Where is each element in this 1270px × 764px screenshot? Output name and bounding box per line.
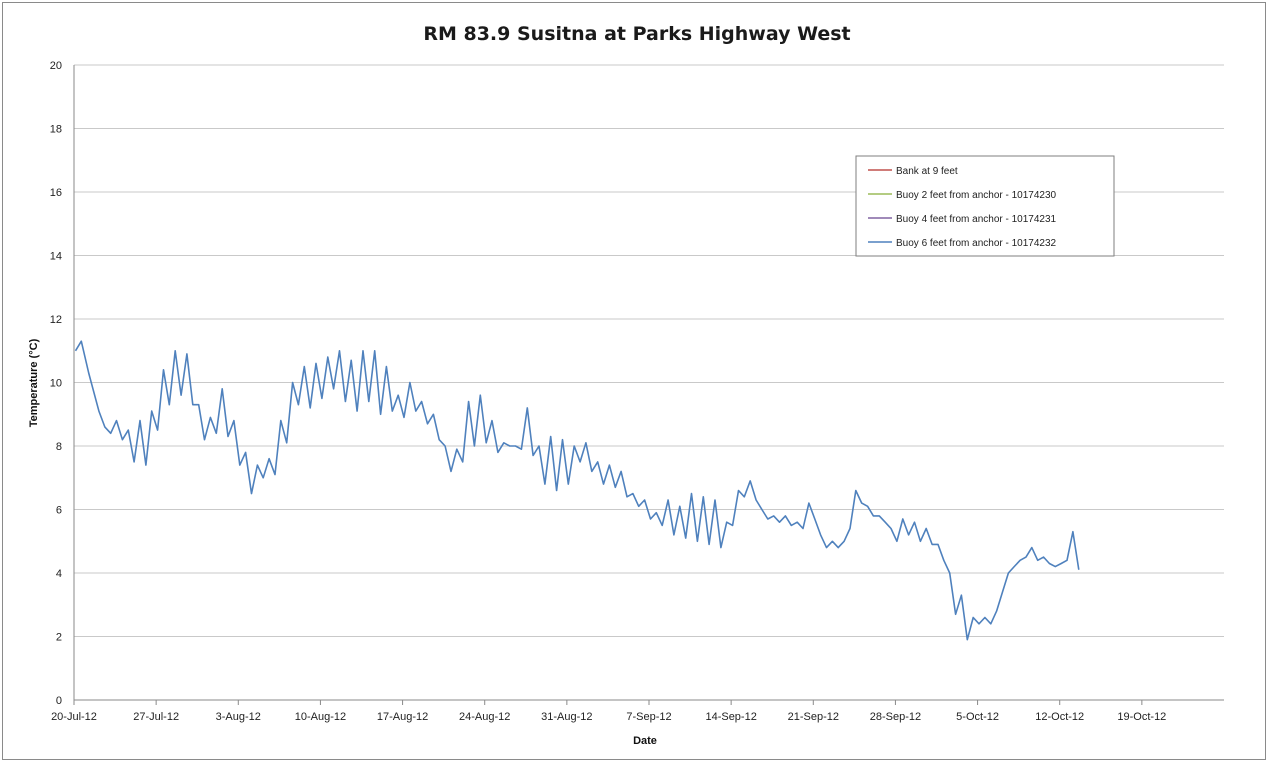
- x-tick-label: 28-Sep-12: [870, 711, 921, 723]
- x-tick-label: 17-Aug-12: [377, 711, 428, 723]
- y-tick-label: 14: [50, 251, 62, 263]
- legend-entry: Buoy 4 feet from anchor - 10174231: [896, 214, 1057, 225]
- x-tick-label: 3-Aug-12: [216, 711, 261, 723]
- y-tick-label: 18: [50, 124, 62, 136]
- x-tick-label: 10-Aug-12: [295, 711, 346, 723]
- y-tick-label: 20: [50, 60, 62, 72]
- x-axis-title: Date: [633, 735, 657, 747]
- x-tick-label: 27-Jul-12: [133, 711, 179, 723]
- y-tick-label: 4: [56, 568, 62, 580]
- y-tick-label: 6: [56, 505, 62, 517]
- legend-entry: Bank at 9 feet: [896, 166, 958, 177]
- x-tick-label: 14-Sep-12: [705, 711, 756, 723]
- x-tick-label: 19-Oct-12: [1117, 711, 1166, 723]
- y-tick-label: 2: [56, 632, 62, 644]
- x-tick-label: 7-Sep-12: [626, 711, 671, 723]
- chart-title: RM 83.9 Susitna at Parks Highway West: [423, 23, 850, 45]
- x-axis-tick-labels: 20-Jul-12 27-Jul-12 3-Aug-12 10-Aug-12 17-Au…: [51, 711, 1166, 723]
- x-tick-label: 31-Aug-12: [541, 711, 592, 723]
- x-tick-label: 5-Oct-12: [956, 711, 999, 723]
- data-series: [74, 340, 1080, 641]
- x-tick-label: 12-Oct-12: [1035, 711, 1084, 723]
- axes: [73, 65, 1224, 705]
- x-tick-label: 20-Jul-12: [51, 711, 97, 723]
- legend: Bank at 9 feet Buoy 2 feet from anchor - …: [855, 155, 1115, 257]
- x-tick-label: 24-Aug-12: [459, 711, 510, 723]
- y-tick-label: 0: [56, 695, 62, 707]
- legend-entry: Buoy 6 feet from anchor - 10174232: [896, 238, 1057, 249]
- series-line-4: [74, 340, 1080, 641]
- y-axis-tick-labels: 0 2 4 6 8 10 12 14 16 18 20: [50, 60, 62, 707]
- y-axis-title: Temperature (°C): [28, 338, 40, 427]
- x-tick-label: 21-Sep-12: [788, 711, 839, 723]
- legend-box: [855, 155, 1115, 257]
- gridlines: [74, 64, 1224, 637]
- legend-entry: Buoy 2 feet from anchor - 10174230: [896, 190, 1057, 201]
- y-tick-label: 16: [50, 187, 62, 199]
- y-tick-label: 12: [50, 314, 62, 326]
- y-tick-label: 10: [50, 378, 62, 390]
- y-tick-label: 8: [56, 441, 62, 453]
